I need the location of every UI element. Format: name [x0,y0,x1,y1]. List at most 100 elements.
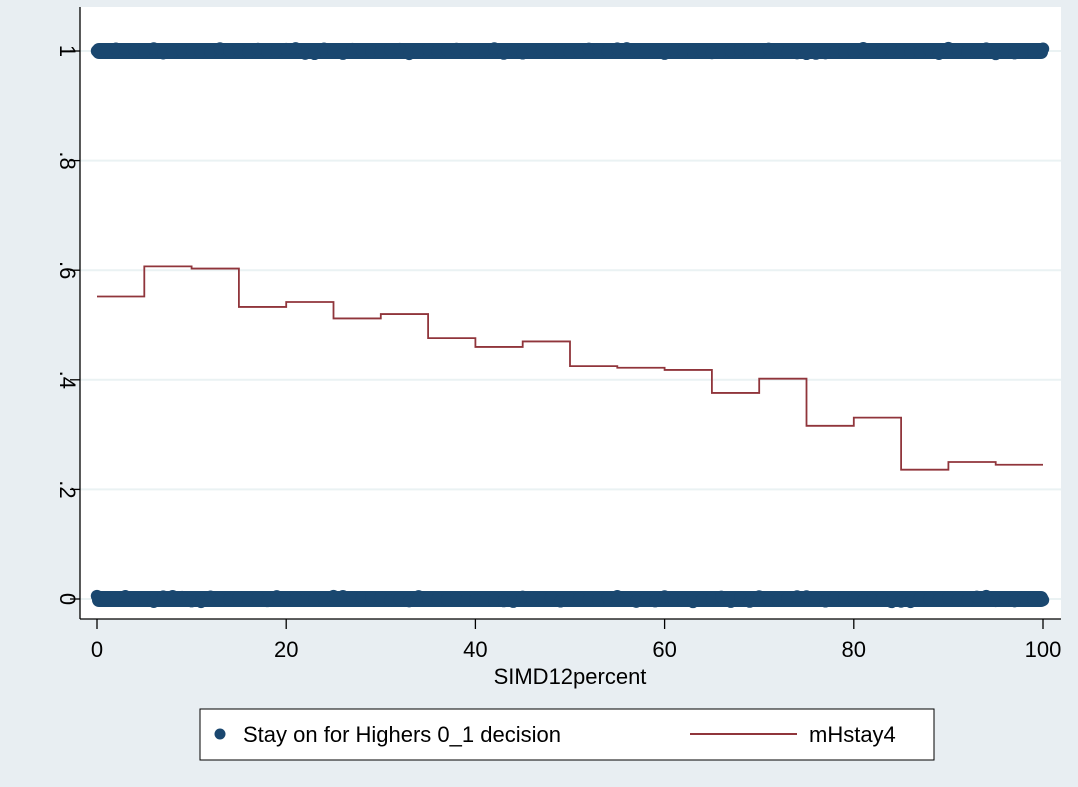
scatter-point [402,47,416,61]
scatter-point [346,591,359,604]
scatter-point [138,591,151,605]
scatter-point [667,593,681,606]
scatter-point [128,594,142,607]
scatter-point [847,593,860,606]
scatter-point [601,591,615,604]
legend-marker-scatter [214,728,226,740]
legend: Stay on for Highers 0_1 decision mHstay4 [199,708,935,761]
scatter-point [194,595,208,609]
scatter-point [866,43,879,57]
scatter-point [894,44,908,57]
scatter-point [431,593,444,606]
x-tick-label-0: 0 [91,637,103,662]
scatter-point [828,591,842,604]
scatter-point [734,591,747,604]
scatter-point [980,42,993,55]
scatter-point [639,45,652,59]
scatter-point [185,43,198,56]
scatter-point [592,593,605,606]
scatter-point [478,43,492,57]
scatter-point [753,46,766,59]
scatter-point [857,41,870,55]
scatter-point [932,47,946,60]
scatter-point [516,47,529,60]
scatter-point [450,42,463,56]
scatter-point [970,590,983,603]
scatter-point [497,47,510,60]
scatter-point [204,590,217,603]
scatter-point [696,593,709,606]
scatter-point [459,46,473,59]
scatter-point [327,44,340,57]
scatter-point [374,45,387,59]
scatter-point [809,47,823,60]
scatter-point [970,44,983,57]
scatter-point [819,595,832,608]
legend-label-scatter: Stay on for Highers 0_1 decision [243,722,561,747]
step-series [97,265,1043,471]
scatter-point [923,43,936,56]
scatter-point [724,595,738,608]
y-tick-label-2: .4 [55,371,80,389]
scatter-point [743,595,756,608]
scatter-point [980,589,993,603]
scatter-point [535,592,548,605]
scatter-point [1017,45,1031,58]
scatter-point [715,44,728,57]
scatter-point [819,46,832,60]
scatter-point [942,41,955,55]
scatter-point [1008,594,1021,608]
scatter-point [384,43,397,56]
x-tick-label-2: 40 [463,637,487,662]
scatter-point [317,42,331,55]
scatter-point [961,594,974,607]
scatter-point [885,595,898,609]
scatter-point [194,46,208,59]
scatter-point [771,43,785,56]
scatter-point [119,590,132,603]
scatter-point [497,594,510,608]
scatter-point [336,589,350,603]
scatter-point [998,44,1012,57]
scatter-point [885,43,898,56]
scatter-point [469,43,482,57]
scatter-point [317,592,331,605]
scatter-point [119,43,132,56]
scatter-point [705,46,719,60]
scatter-point [686,595,700,609]
scatter-point [942,591,955,604]
scatter-point [298,594,312,607]
scatter-point [611,42,624,55]
y-tick-label-5: 1 [55,45,80,57]
scatter-series [90,41,1050,609]
scatter-point [573,592,586,605]
scatter-point [223,44,236,58]
scatter-point [166,45,179,58]
scatter-point [838,45,851,59]
scatter-point [809,591,823,605]
scatter-point [535,43,548,56]
scatter-point [582,593,596,606]
scatter-point [270,590,283,603]
scatter-point [147,42,160,55]
scatter-point [554,44,567,57]
scatter-point [838,591,851,604]
scatter-point [677,594,690,607]
scatter-point [658,47,671,60]
scatter-point [251,591,265,604]
scatter-point [507,595,520,608]
x-tick-label-3: 60 [652,637,676,662]
plot-area-background [80,7,1061,619]
scatter-point [544,45,558,58]
scatter-point [611,589,624,603]
legend-label-step: mHstay4 [809,722,896,747]
scatter-point [734,43,747,56]
scatter-point [421,592,435,606]
scatter-point [412,44,425,57]
scatter-point [516,590,529,604]
scatter-point [828,46,842,59]
scatter-point [724,44,738,57]
y-tick-label-4: .8 [55,151,80,169]
scatter-point [204,45,217,59]
